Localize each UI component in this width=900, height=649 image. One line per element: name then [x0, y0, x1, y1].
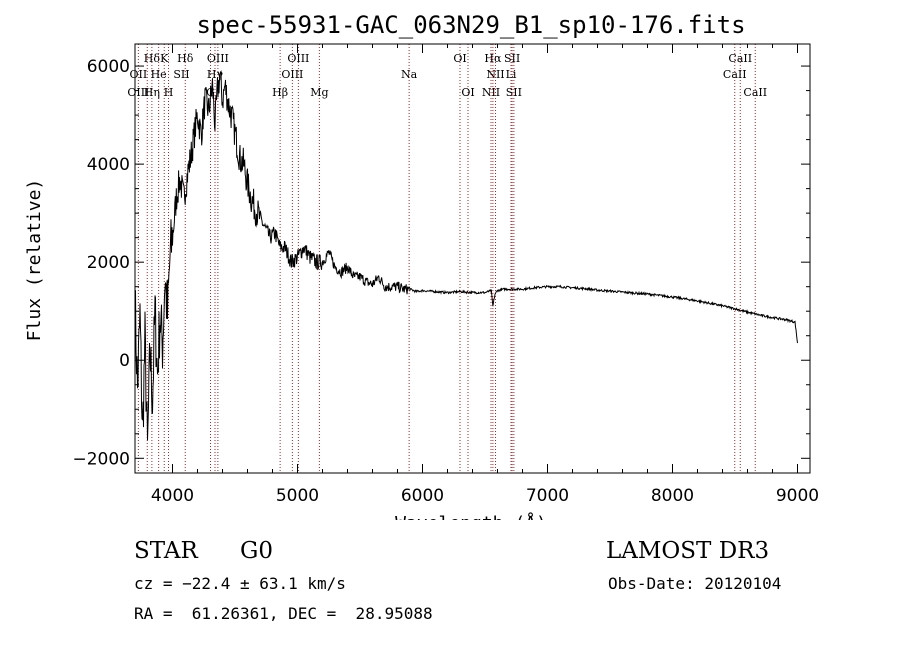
y-tick-label: −2000 [72, 449, 130, 469]
line-label: OII [130, 68, 148, 81]
line-label: Hη [144, 86, 160, 99]
line-label: OIII [207, 52, 229, 65]
emission-line-markers [137, 44, 756, 473]
line-label: CaII [723, 68, 747, 81]
y-tick-label: 6000 [87, 57, 130, 77]
spectral-subclass: G0 [240, 538, 274, 564]
line-label: SII [504, 52, 520, 65]
line-label: He [151, 68, 167, 81]
y-axis-ticks: −2000 0 2000 4000 6000 [72, 57, 810, 469]
line-label: K [160, 52, 169, 65]
line-label: SII [506, 86, 522, 99]
spectrum-chart: spec-55931-GAC_063N29_B1_sp10-176.fits H… [24, 11, 819, 520]
y-tick-label: 2000 [87, 253, 130, 273]
x-tick-label: 6000 [401, 486, 444, 506]
line-label: H [164, 86, 174, 99]
observation-date: Obs-Date: 20120104 [608, 574, 782, 593]
coordinates: RA = 61.26361, DEC = 28.95088 [134, 604, 433, 623]
line-label: NII [482, 86, 500, 99]
line-label: OI [461, 86, 474, 99]
line-label: OI [453, 52, 466, 65]
redshift-text: cz = −22.4 ± 63.1 km/s [134, 574, 346, 593]
line-label: Hδ [144, 52, 161, 65]
x-tick-label: 5000 [276, 486, 319, 506]
line-label: SII [173, 68, 189, 81]
line-label: OIII [281, 68, 303, 81]
x-axis-ticks: 4000 5000 6000 7000 8000 9000 [151, 44, 819, 506]
line-label: Hδ [177, 52, 194, 65]
y-tick-label: 4000 [87, 155, 130, 175]
x-tick-label: 4000 [151, 486, 194, 506]
plot-frame [134, 43, 811, 474]
line-label: Hβ [272, 86, 288, 99]
chart-title: spec-55931-GAC_063N29_B1_sp10-176.fits [196, 11, 745, 39]
y-axis-label: Flux (relative) [24, 179, 45, 342]
x-tick-label: 8000 [651, 486, 694, 506]
x-tick-label: 7000 [526, 486, 569, 506]
line-label: NII [486, 68, 504, 81]
line-label: CaII [743, 86, 767, 99]
line-label: OIII [287, 52, 309, 65]
line-label: OIII [127, 86, 149, 99]
survey-name: LAMOST DR3 [606, 538, 770, 564]
x-tick-label: 9000 [776, 486, 819, 506]
x-axis-label: Wavelength (Å) [395, 512, 547, 520]
line-label: Hα [484, 52, 502, 65]
flux-series-line [134, 70, 798, 441]
line-label: Mg [310, 86, 328, 99]
line-label: Li [506, 68, 517, 81]
object-class: STAR [134, 538, 198, 564]
y-tick-label: 0 [119, 351, 130, 371]
line-label: CaII [728, 52, 752, 65]
line-label: Na [401, 68, 418, 81]
